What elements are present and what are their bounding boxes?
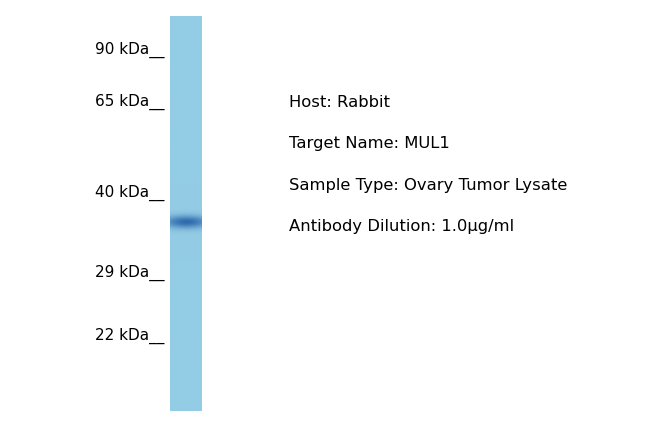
Text: 90 kDa__: 90 kDa__ bbox=[95, 42, 164, 58]
Text: Target Name: MUL1: Target Name: MUL1 bbox=[289, 136, 450, 152]
Text: 40 kDa__: 40 kDa__ bbox=[95, 184, 164, 201]
Text: 65 kDa__: 65 kDa__ bbox=[95, 94, 164, 110]
Text: Host: Rabbit: Host: Rabbit bbox=[289, 95, 390, 110]
Text: Sample Type: Ovary Tumor Lysate: Sample Type: Ovary Tumor Lysate bbox=[289, 178, 567, 193]
Text: Antibody Dilution: 1.0µg/ml: Antibody Dilution: 1.0µg/ml bbox=[289, 219, 514, 234]
Text: 22 kDa__: 22 kDa__ bbox=[95, 327, 164, 344]
Text: 29 kDa__: 29 kDa__ bbox=[95, 265, 164, 281]
